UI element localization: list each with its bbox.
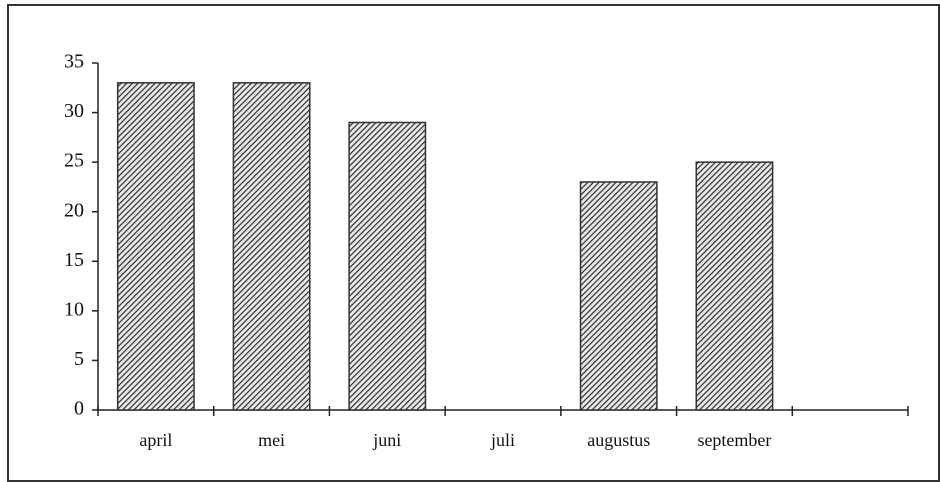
x-tick-label: juni	[372, 430, 401, 450]
y-tick-label: 15	[64, 249, 84, 271]
x-tick-label: augustus	[587, 430, 650, 450]
x-tick-label: mei	[258, 430, 285, 450]
y-tick-label: 35	[64, 51, 84, 73]
y-tick-label: 25	[64, 150, 84, 172]
bar	[232, 82, 311, 411]
x-tick-label: juli	[490, 430, 515, 450]
frame	[7, 4, 940, 482]
y-tick-label: 5	[74, 348, 84, 370]
bar	[116, 82, 195, 411]
y-tick-label: 20	[64, 199, 84, 221]
x-tick-label: september	[697, 430, 771, 450]
bar	[579, 181, 658, 411]
y-tick-label: 0	[74, 398, 84, 420]
bar	[695, 161, 774, 411]
y-tick-label: 10	[64, 298, 84, 320]
x-tick-label: april	[139, 430, 172, 450]
y-tick-label: 30	[64, 100, 84, 122]
bar	[348, 121, 427, 411]
